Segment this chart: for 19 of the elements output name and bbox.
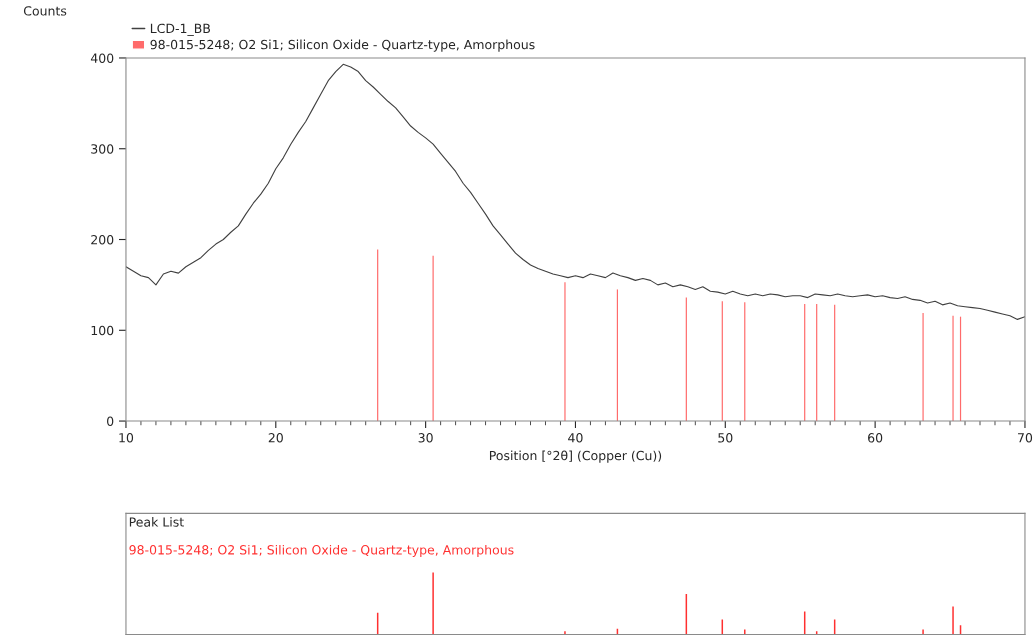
y-tick-label: 100 bbox=[91, 325, 114, 336]
x-tick-label: 50 bbox=[718, 433, 733, 443]
legend-label: LCD-1_BB bbox=[150, 23, 211, 36]
y-tick-label: 0 bbox=[107, 416, 114, 426]
line-series bbox=[125, 63, 1025, 320]
x-tick-label: 10 bbox=[119, 433, 134, 443]
x-tick-label: 40 bbox=[568, 433, 583, 443]
legend-label: 98-015-5248; O2 Si1; Silicon Oxide - Quartz-type, Amorphous bbox=[150, 39, 535, 52]
y-axis-title: Counts bbox=[23, 6, 67, 16]
y-tick-label: 400 bbox=[90, 53, 114, 63]
x-tick-label: 20 bbox=[268, 433, 283, 443]
chart-title: Peak List bbox=[129, 517, 184, 527]
y-tick-label: 300 bbox=[91, 144, 114, 154]
x-tick-label: 30 bbox=[418, 433, 433, 443]
y-tick-label: 200 bbox=[91, 234, 114, 245]
x-axis-title: Position [°2θ] (Copper (Cu)) bbox=[489, 450, 662, 463]
x-tick-label: 70 bbox=[1018, 433, 1033, 443]
x-tick-label: 60 bbox=[868, 433, 883, 443]
text: 98-015-5248; O2 Si1; Silicon Oxide - Quartz-type, Amorphous bbox=[129, 544, 514, 557]
